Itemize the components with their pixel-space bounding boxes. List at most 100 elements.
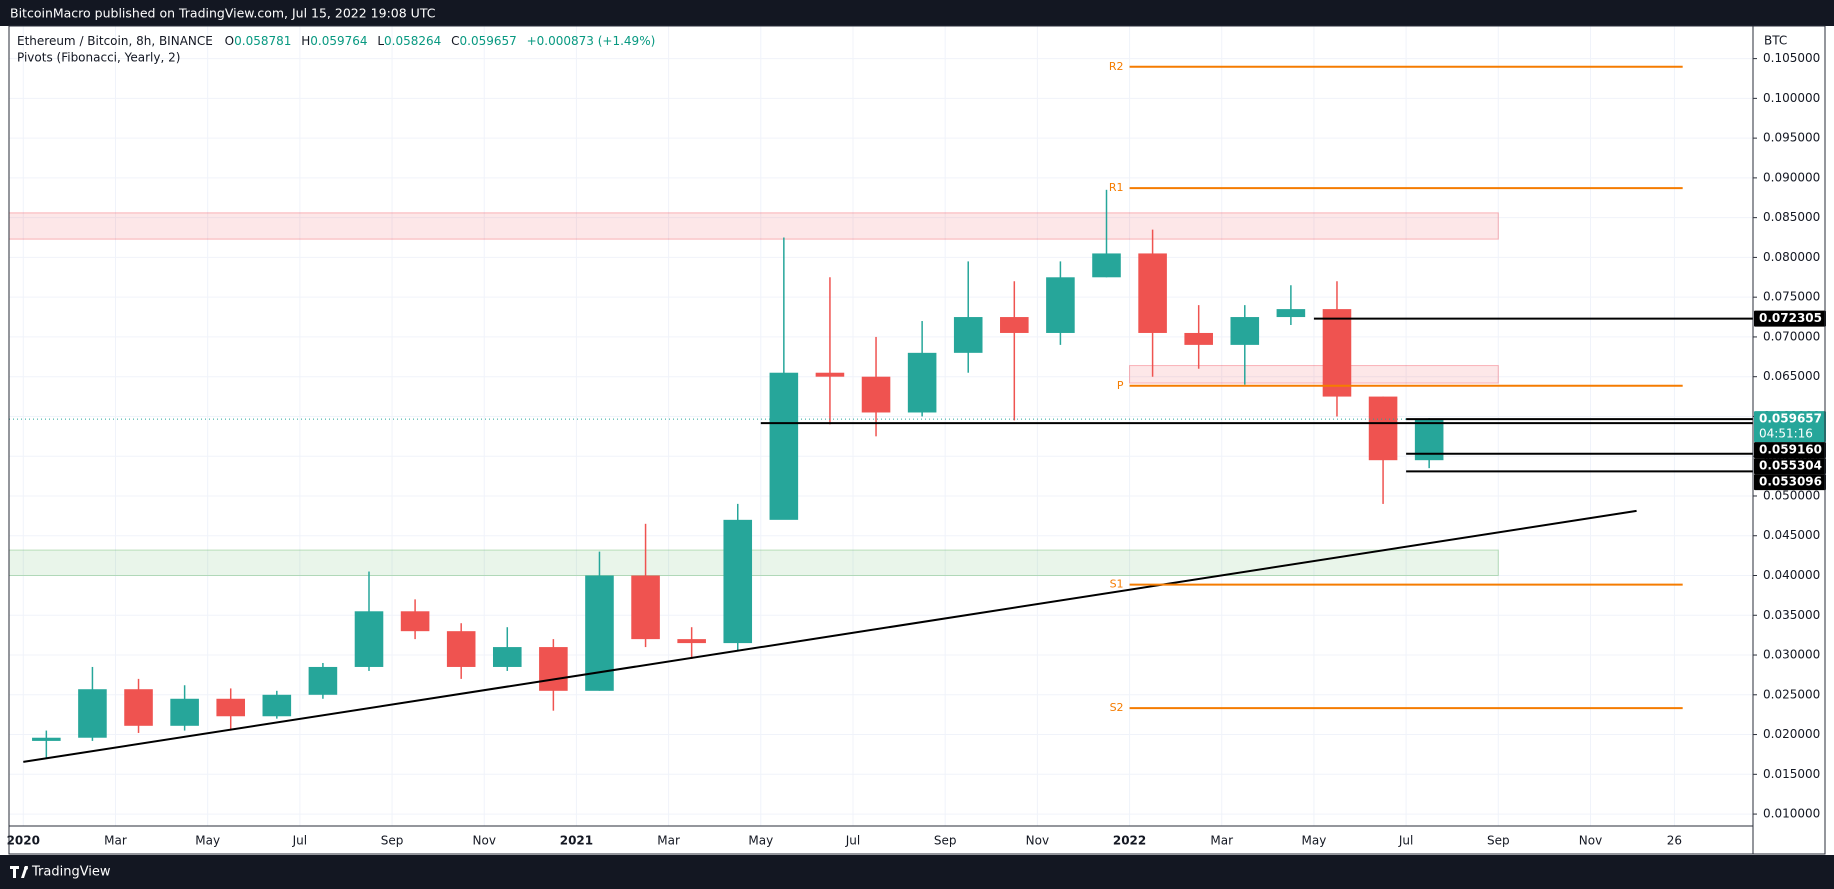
y-tick-label: 0.050000 (1763, 488, 1820, 502)
x-tick-label: May (748, 834, 773, 848)
zone (8, 549, 1499, 577)
y-tick-label: 0.030000 (1763, 648, 1820, 662)
candle-body (1368, 396, 1398, 461)
candle-body (262, 694, 292, 717)
ohlc-value: 0.059764 (310, 34, 367, 48)
main-layer: R2 R1 P S1 S2 (9, 60, 1753, 763)
change: +0.000873 (+1.49%) (527, 34, 656, 48)
pivot-label: S2 (1110, 701, 1124, 714)
price-tag-label: 0.059657 (1759, 412, 1822, 426)
candle-body (723, 519, 753, 644)
ohlc-value: 0.059657 (460, 34, 517, 48)
candle-body (907, 352, 937, 413)
candle-body (492, 647, 522, 667)
price-tag-label: 0.055304 (1759, 459, 1822, 473)
pivot-label: S1 (1110, 578, 1124, 591)
x-tick-label: Mar (1210, 834, 1233, 848)
x-tick-label: 26 (1667, 834, 1682, 848)
candle-body (1184, 332, 1213, 345)
y-tick-label: 0.105000 (1763, 51, 1820, 65)
pivot-label: R1 (1109, 181, 1124, 194)
front-layer: 0.010000 0.015000 0.020000 0.025000 0.030000… (7, 51, 1826, 848)
y-tick-label: 0.075000 (1763, 290, 1820, 304)
y-tick-label: 0.065000 (1763, 369, 1820, 383)
candle-body (539, 647, 568, 691)
symbol-legend: Ethereum / Bitcoin, 8h, BINANCE O0.05878… (17, 34, 655, 48)
trendline (23, 509, 1637, 763)
pivot-label: P (1117, 379, 1124, 392)
candle-body (124, 689, 153, 726)
candle-body (1138, 253, 1167, 333)
published-line: BitcoinMacro published on TradingView.co… (10, 6, 436, 21)
x-tick-label: Jul (292, 834, 307, 848)
candle-body (216, 698, 246, 717)
candle-body (446, 631, 476, 667)
x-tick-label: Nov (473, 834, 496, 848)
candle-body (1092, 253, 1121, 278)
x-tick-label: Nov (1026, 834, 1049, 848)
candle-body (631, 575, 660, 640)
header-bar (0, 0, 1834, 26)
y-tick-label: 0.080000 (1763, 250, 1820, 264)
y-tick-label: 0.045000 (1763, 528, 1820, 542)
footer-bar (0, 855, 1834, 889)
indicator-legend: Pivots (Fibonacci, Yearly, 2) (17, 51, 180, 65)
ohlc-key: H (301, 34, 310, 48)
ohlc-key: C (451, 34, 459, 48)
candle-body (170, 698, 199, 726)
candle-body (1046, 277, 1075, 333)
x-tick-label: Sep (381, 834, 404, 848)
candle-body (769, 372, 799, 520)
pivot-label: R2 (1109, 60, 1124, 73)
price-tag (1754, 458, 1826, 475)
price-tag (1754, 411, 1826, 443)
candle-body (308, 666, 338, 695)
x-tick-label: Sep (934, 834, 957, 848)
ohlc-key: L (377, 34, 384, 48)
x-tick-label: Mar (104, 834, 127, 848)
price-tag-label: 0.059160 (1759, 443, 1822, 457)
candle-body (1322, 309, 1352, 397)
chart-frame (8, 25, 1826, 855)
brand-name: TradingView (31, 865, 111, 880)
x-tick-label: Jul (845, 834, 860, 848)
symbol: Ethereum / Bitcoin, 8h, BINANCE (17, 34, 213, 48)
y-tick-label: 0.020000 (1763, 727, 1820, 741)
zone (1129, 365, 1499, 384)
candle-body (953, 317, 983, 353)
y-tick-label: 0.095000 (1763, 131, 1820, 145)
candle-body (354, 611, 384, 667)
y-tick-label: 0.040000 (1763, 568, 1820, 582)
price-tag-label: 0.072305 (1759, 311, 1822, 325)
price-tag (1754, 474, 1826, 491)
y-tick-label: 0.035000 (1763, 608, 1820, 622)
candle-body (677, 639, 706, 644)
x-tick-label: May (195, 834, 220, 848)
ohlc-key: O (225, 34, 234, 48)
x-tick-label: 2022 (1113, 834, 1146, 848)
ohlc-value: 0.058264 (384, 34, 441, 48)
y-tick-label: 0.100000 (1763, 91, 1820, 105)
y-tick-label: 0.070000 (1763, 329, 1820, 343)
price-tag-label: 0.053096 (1759, 475, 1822, 489)
candle-body (78, 689, 107, 738)
candle-body (1000, 317, 1029, 333)
price-tag (1754, 442, 1826, 459)
candle-body (32, 737, 61, 741)
x-tick-label: Nov (1579, 834, 1602, 848)
candle-body (1230, 317, 1260, 345)
x-tick-label: Sep (1487, 834, 1510, 848)
x-tick-label: May (1302, 834, 1327, 848)
x-tick-label: 2020 (7, 834, 40, 848)
x-tick-label: Mar (657, 834, 680, 848)
ohlc-value: 0.058781 (234, 34, 291, 48)
brand-logo (10, 866, 29, 878)
x-tick-label: 2021 (560, 834, 593, 848)
candle-body (861, 376, 891, 413)
candle-body (815, 372, 845, 377)
x-tick-label: Jul (1398, 834, 1413, 848)
candle-body (1276, 309, 1306, 318)
countdown-label: 04:51:16 (1759, 427, 1813, 441)
